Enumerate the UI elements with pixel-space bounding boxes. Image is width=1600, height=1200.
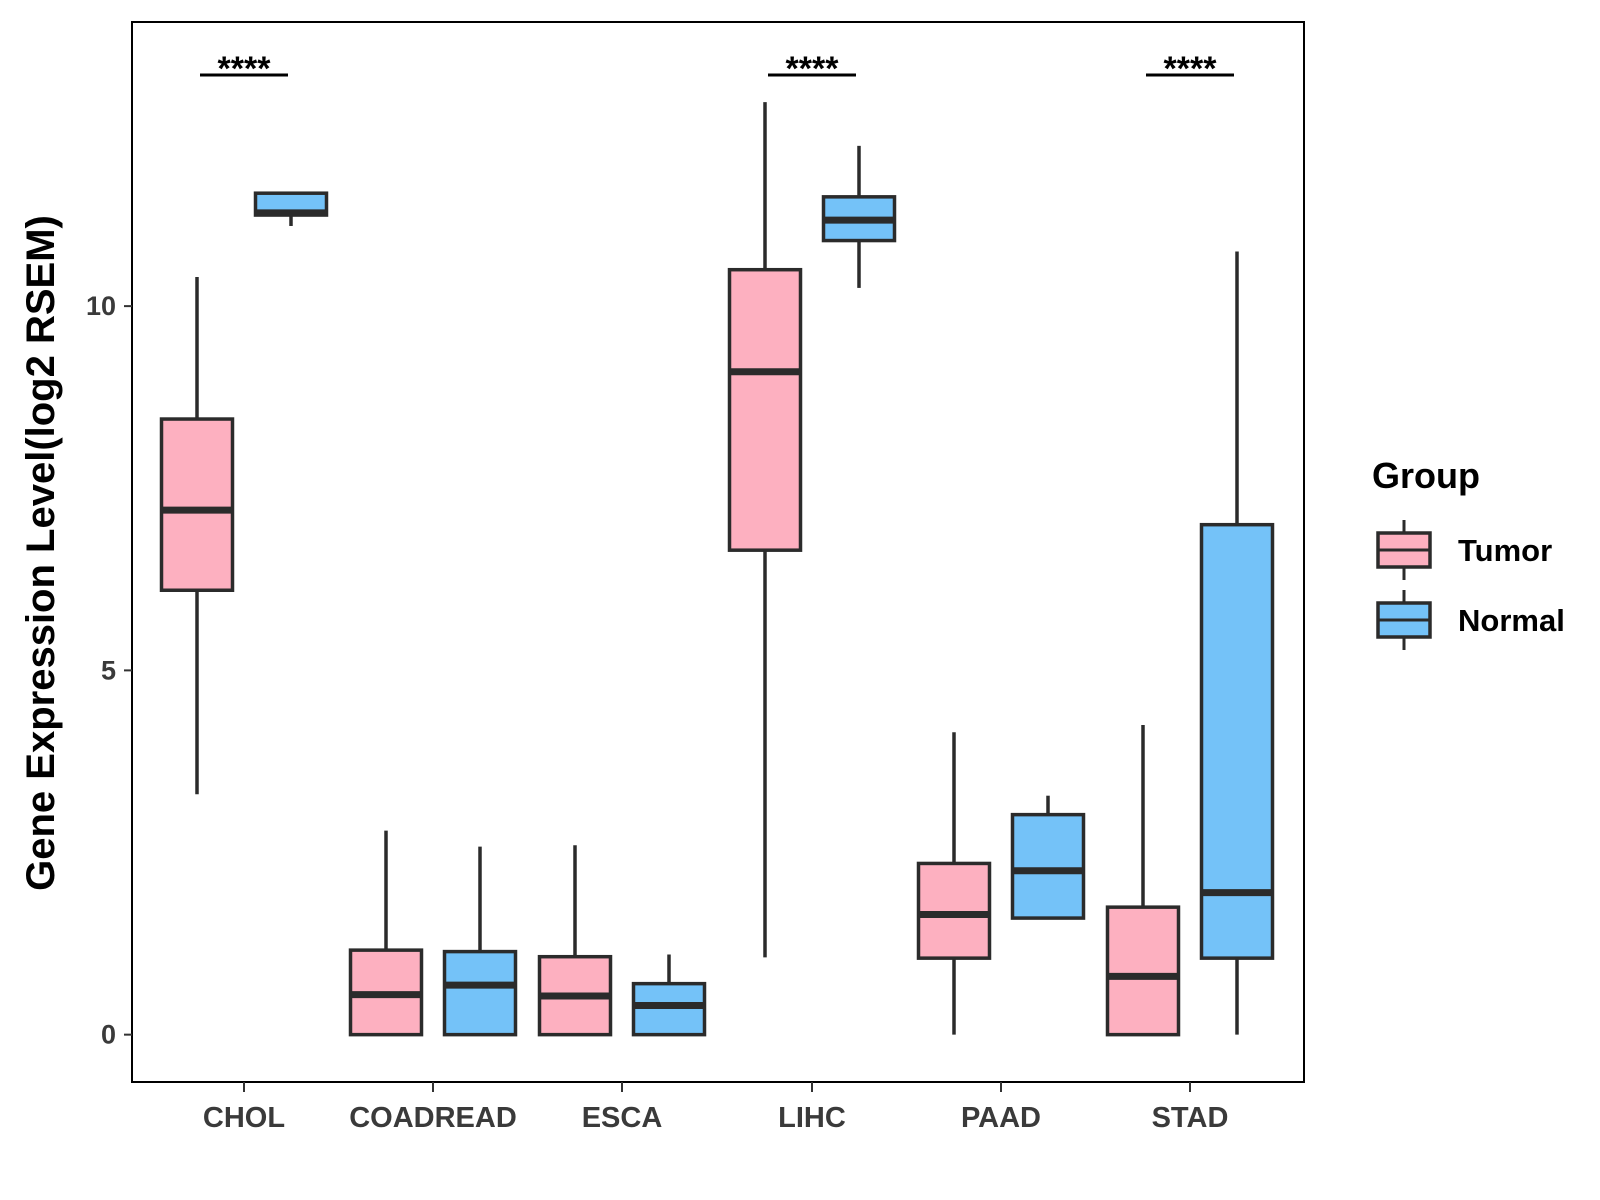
box-normal-esca	[631, 954, 707, 1037]
significance-label: ****	[1164, 50, 1218, 88]
box-normal-lihc	[821, 145, 897, 288]
plot-layer: 0 5 10 CHOL COADREAD ESCA LIHC PAAD STAD **** ****…	[86, 50, 1275, 1134]
box-body	[442, 949, 518, 1037]
significance-label: ****	[218, 50, 272, 88]
legend: Group Tumor Normal	[1372, 455, 1565, 650]
legend-title: Group	[1372, 455, 1480, 496]
box-tumor-esca	[537, 845, 613, 1037]
legend-item-normal: Normal	[1376, 590, 1565, 650]
box-body	[1199, 522, 1275, 960]
x-tick-label-coadread: COADREAD	[349, 1102, 517, 1134]
significance-lihc: ****	[768, 50, 856, 88]
box-body	[727, 267, 803, 552]
y-tick-label-5: 5	[101, 655, 116, 685]
box-tumor-lihc	[727, 102, 803, 958]
significance-label: ****	[786, 50, 840, 88]
y-axis-title: Gene Expression Level(log2 RSEM)	[19, 215, 63, 891]
box-normal-stad	[1199, 251, 1275, 1035]
x-tick-label-esca: ESCA	[582, 1102, 663, 1134]
box-body	[159, 417, 235, 592]
box-tumor-coadread	[348, 830, 424, 1037]
significance-stad: ****	[1146, 50, 1234, 88]
legend-item-tumor: Tumor	[1376, 520, 1552, 580]
box-tumor-chol	[159, 276, 235, 795]
box-body	[631, 981, 707, 1037]
box-normal-coadread	[442, 846, 518, 1037]
box-body	[1105, 905, 1181, 1037]
box-body	[1010, 812, 1086, 920]
box-normal-chol	[253, 191, 329, 226]
x-tick-label-chol: CHOL	[203, 1102, 285, 1134]
x-tick-label-stad: STAD	[1152, 1102, 1229, 1134]
box-tumor-paad	[916, 732, 992, 1035]
y-tick-label-10: 10	[86, 291, 116, 321]
legend-label: Tumor	[1458, 533, 1552, 568]
significance-chol: ****	[200, 50, 288, 88]
legend-label: Normal	[1458, 603, 1565, 638]
x-tick-label-paad: PAAD	[961, 1102, 1041, 1134]
box-normal-paad	[1010, 795, 1086, 920]
box-tumor-stad	[1105, 725, 1181, 1037]
x-tick-label-lihc: LIHC	[778, 1102, 846, 1134]
y-tick-label-0: 0	[101, 1020, 116, 1050]
box-body	[916, 861, 992, 960]
